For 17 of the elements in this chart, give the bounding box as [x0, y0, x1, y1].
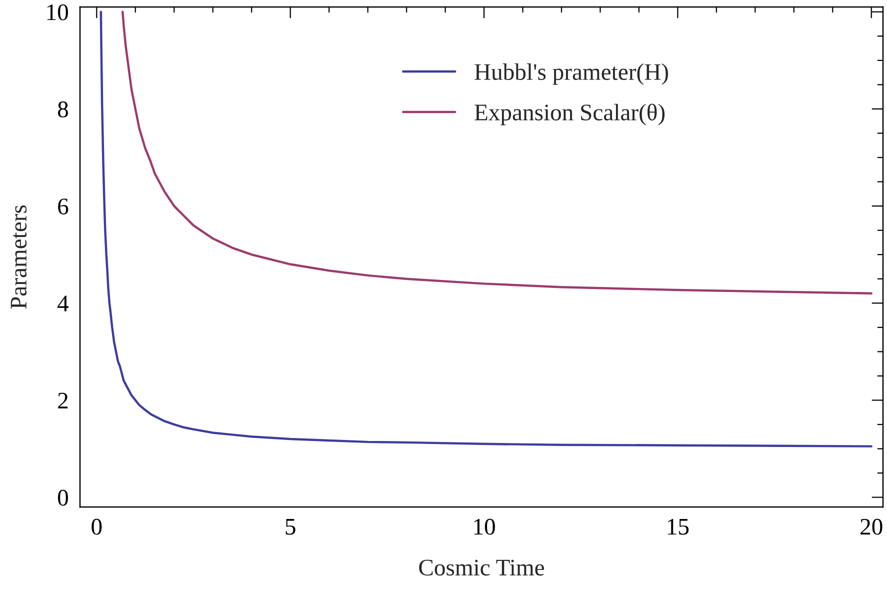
x-axis-title: Cosmic Time: [419, 560, 544, 576]
line-series: [122, 10, 872, 295]
legend-label: Hubbl's prameter(H): [474, 63, 668, 85]
y-tick-label: 6: [58, 198, 68, 214]
y-tick-label: 4: [58, 296, 69, 312]
line-series: [100, 10, 872, 448]
y-tick-label: 0: [58, 490, 68, 506]
y-tick-label: 2: [58, 392, 68, 408]
x-tick-label: 0: [92, 518, 102, 535]
x-tick-label: 20: [860, 518, 882, 535]
x-tick-label: 5: [286, 519, 296, 535]
y-tick-label: 10: [47, 4, 68, 20]
y-tick-label: 8: [58, 101, 68, 118]
legend-label: Expansion Scalar(θ): [474, 104, 665, 126]
x-tick-label: 15: [668, 518, 689, 535]
x-tick-label: 10: [474, 518, 495, 535]
y-axis-title: Parameters: [10, 205, 27, 309]
